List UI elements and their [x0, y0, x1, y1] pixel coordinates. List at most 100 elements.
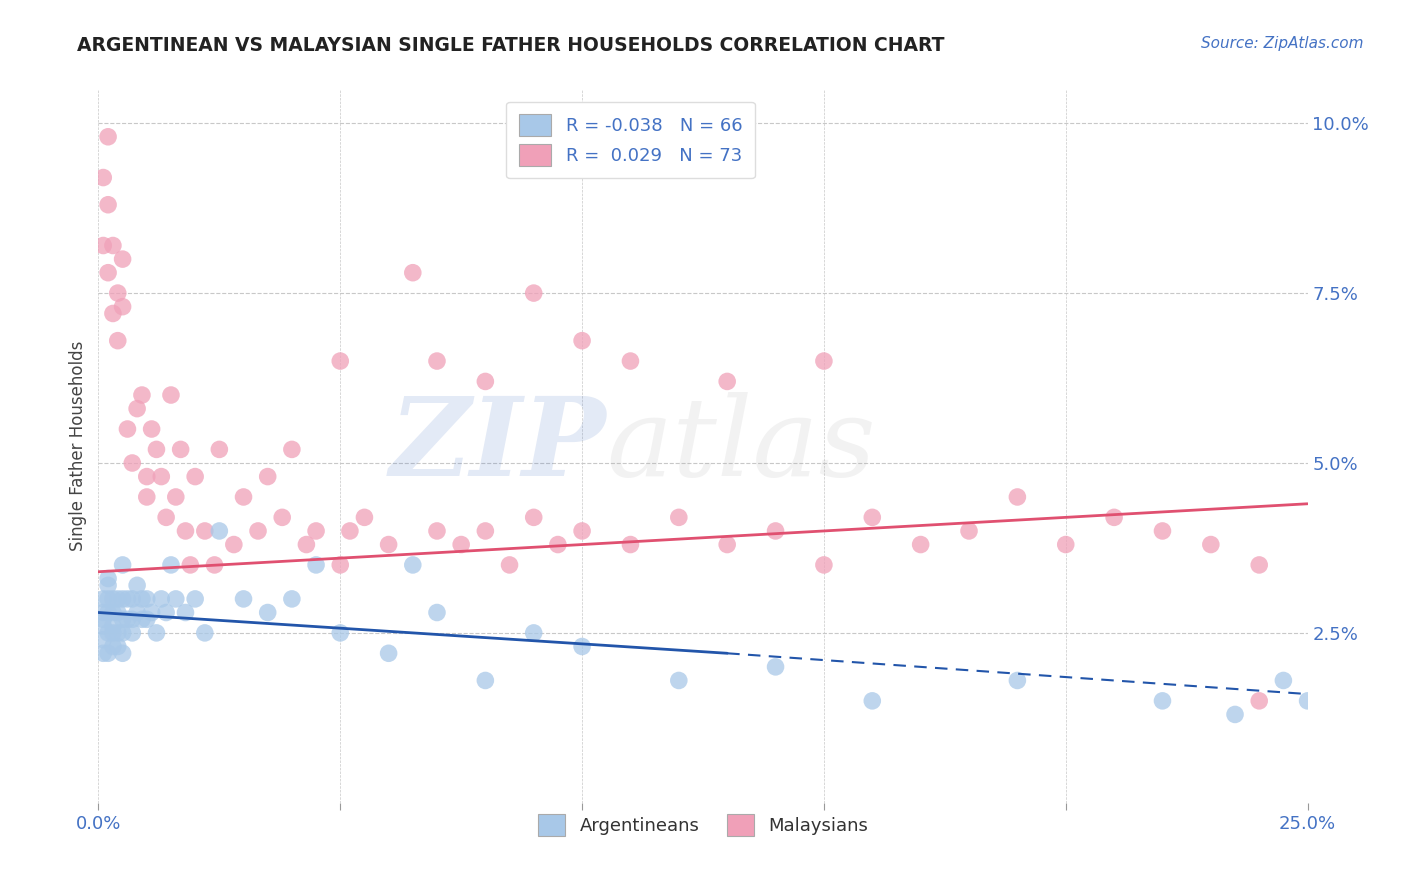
Point: [184, 591, 207, 606]
Point: [165, 490, 187, 504]
Point: [765, 660, 787, 674]
Point: [668, 673, 690, 688]
Point: [117, 612, 139, 626]
Point: [256, 469, 278, 483]
Point: [97, 591, 120, 606]
Point: [232, 490, 254, 504]
Point: [426, 606, 449, 620]
Point: [179, 558, 201, 572]
Point: [101, 591, 124, 606]
Point: [716, 375, 738, 389]
Point: [107, 286, 129, 301]
Point: [426, 524, 449, 538]
Point: [135, 469, 157, 483]
Point: [97, 606, 120, 620]
Text: ARGENTINEAN VS MALAYSIAN SINGLE FATHER HOUSEHOLDS CORRELATION CHART: ARGENTINEAN VS MALAYSIAN SINGLE FATHER H…: [77, 36, 945, 54]
Point: [619, 537, 641, 551]
Point: [174, 606, 197, 620]
Point: [107, 591, 129, 606]
Point: [101, 619, 124, 633]
Point: [256, 606, 278, 620]
Point: [97, 198, 120, 212]
Point: [523, 510, 546, 524]
Point: [339, 524, 361, 538]
Point: [1272, 673, 1295, 688]
Point: [377, 646, 399, 660]
Point: [474, 673, 496, 688]
Point: [860, 510, 883, 524]
Point: [194, 626, 217, 640]
Point: [204, 558, 226, 572]
Point: [1249, 558, 1271, 572]
Point: [1007, 490, 1029, 504]
Point: [329, 626, 352, 640]
Point: [1054, 537, 1077, 551]
Point: [184, 469, 207, 483]
Point: [329, 354, 352, 368]
Point: [402, 266, 425, 280]
Point: [111, 626, 134, 640]
Point: [498, 558, 520, 572]
Point: [127, 578, 149, 592]
Point: [107, 334, 129, 348]
Point: [619, 354, 641, 368]
Point: [1199, 537, 1222, 551]
Point: [121, 456, 143, 470]
Point: [111, 646, 134, 660]
Point: [135, 591, 157, 606]
Point: [716, 537, 738, 551]
Point: [860, 694, 883, 708]
Point: [150, 591, 173, 606]
Point: [1249, 694, 1271, 708]
Point: [910, 537, 932, 551]
Point: [91, 606, 114, 620]
Point: [91, 646, 114, 660]
Point: [141, 606, 163, 620]
Point: [765, 524, 787, 538]
Point: [271, 510, 294, 524]
Point: [668, 510, 690, 524]
Point: [131, 612, 153, 626]
Point: [160, 558, 183, 572]
Point: [141, 422, 163, 436]
Point: [813, 354, 835, 368]
Point: [121, 612, 143, 626]
Point: [208, 442, 231, 457]
Point: [295, 537, 318, 551]
Point: [474, 524, 496, 538]
Point: [111, 591, 134, 606]
Point: [1152, 524, 1174, 538]
Point: [91, 619, 114, 633]
Point: [121, 626, 143, 640]
Text: atlas: atlas: [606, 392, 876, 500]
Point: [194, 524, 217, 538]
Point: [523, 286, 546, 301]
Point: [474, 375, 496, 389]
Point: [111, 612, 134, 626]
Point: [329, 558, 352, 572]
Point: [111, 252, 134, 266]
Point: [97, 578, 120, 592]
Point: [208, 524, 231, 538]
Point: [135, 490, 157, 504]
Point: [155, 606, 177, 620]
Point: [91, 632, 114, 647]
Point: [145, 442, 167, 457]
Point: [1223, 707, 1246, 722]
Point: [281, 591, 304, 606]
Point: [97, 129, 120, 144]
Point: [1102, 510, 1125, 524]
Point: [111, 558, 134, 572]
Point: [150, 469, 173, 483]
Point: [117, 422, 139, 436]
Point: [131, 388, 153, 402]
Point: [135, 612, 157, 626]
Point: [121, 591, 143, 606]
Point: [281, 442, 304, 457]
Point: [97, 626, 120, 640]
Point: [91, 170, 114, 185]
Point: [117, 591, 139, 606]
Point: [101, 626, 124, 640]
Point: [131, 591, 153, 606]
Point: [91, 238, 114, 252]
